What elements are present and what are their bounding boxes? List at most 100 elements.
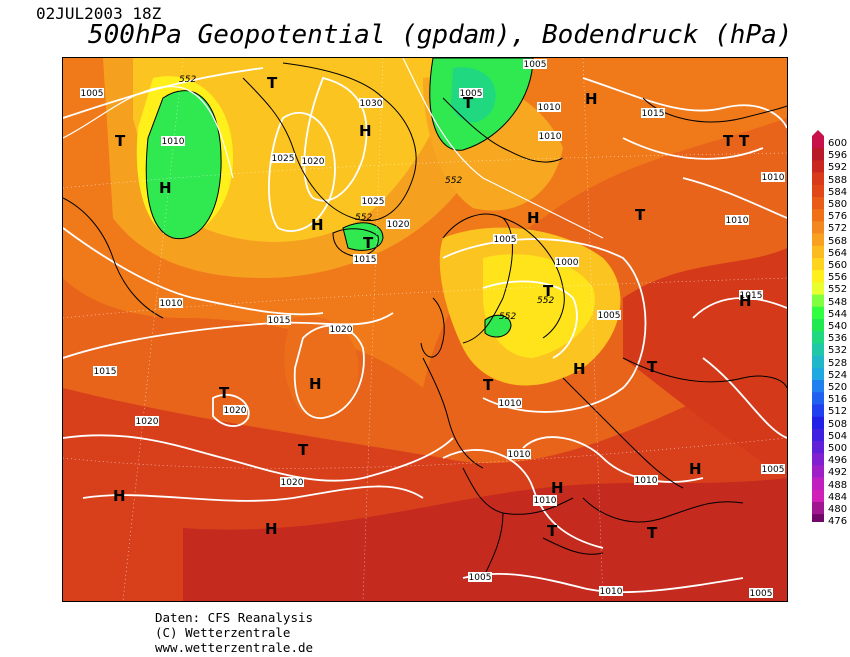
pressure-center: H — [527, 209, 540, 227]
pressure-label: 1020 — [223, 405, 247, 416]
pressure-center: T — [219, 384, 230, 402]
legend-arrow-top — [812, 130, 824, 136]
pressure-center: T — [298, 441, 309, 459]
svg-text:1010: 1010 — [538, 103, 561, 113]
svg-text:1005: 1005 — [81, 89, 104, 99]
legend-label: 500 — [828, 443, 848, 454]
svg-text:1010: 1010 — [508, 450, 531, 460]
svg-text:1025: 1025 — [272, 154, 295, 164]
pressure-center: T — [267, 74, 278, 92]
pressure-label: 1015 — [267, 315, 291, 326]
svg-text:1010: 1010 — [539, 132, 562, 142]
legend-swatch — [812, 514, 824, 522]
legend-swatch — [812, 404, 824, 417]
legend-label: 512 — [828, 406, 848, 418]
pressure-label: 1005 — [749, 588, 773, 599]
low-canada — [145, 90, 222, 240]
svg-text:1015: 1015 — [354, 255, 377, 265]
svg-text:1020: 1020 — [330, 325, 353, 335]
pressure-label: 1005 — [597, 310, 621, 321]
geopotential-label: 552 — [179, 75, 196, 85]
svg-text:1025: 1025 — [362, 197, 385, 207]
legend-label: 508 — [828, 418, 848, 430]
pressure-center: T — [739, 132, 750, 150]
legend-label: 476 — [828, 516, 848, 528]
footer-data-source: Daten: CFS Reanalysis — [155, 610, 314, 625]
pressure-label: 1005 — [468, 572, 492, 583]
legend-label: 560 — [828, 260, 848, 271]
svg-text:1010: 1010 — [499, 399, 522, 409]
legend-swatch — [812, 489, 824, 503]
legend-label: 544 — [828, 308, 848, 320]
pressure-center: H — [585, 90, 598, 108]
pressure-center: H — [265, 520, 278, 538]
legend-swatch — [812, 258, 824, 271]
pressure-label: 1010 — [533, 495, 557, 506]
pressure-center: T — [463, 94, 474, 112]
footer-copyright: (C) Wetterzentrale — [155, 625, 291, 640]
legend-label: 548 — [828, 296, 848, 308]
low-northsea — [484, 314, 512, 338]
legend-swatch — [812, 160, 824, 173]
legend-label: 528 — [828, 357, 848, 369]
legend-label: 480 — [828, 504, 848, 515]
legend-label: 536 — [828, 333, 848, 345]
legend-label: 492 — [828, 467, 848, 479]
pressure-label: 1005 — [523, 59, 547, 70]
color-legend — [812, 130, 824, 522]
pressure-center: T — [723, 132, 734, 150]
legend-label: 572 — [828, 223, 848, 235]
pressure-center: H — [113, 487, 126, 505]
legend-swatch — [812, 233, 824, 247]
pressure-label: 1010 — [159, 298, 183, 309]
geopotential-label: 552 — [499, 312, 516, 322]
shade-red-east — [623, 248, 787, 478]
legend-swatch — [812, 148, 824, 161]
shade-darkred-south — [183, 478, 787, 601]
svg-text:1010: 1010 — [726, 216, 749, 226]
pressure-label: 1005 — [459, 88, 483, 99]
legend-label: 524 — [828, 369, 848, 381]
legend-label: 568 — [828, 235, 848, 247]
legend-swatch — [812, 343, 824, 356]
legend-label: 520 — [828, 382, 848, 393]
weather-map: 1005 1010 1010 1030 1025 1020 1025 1020 … — [62, 57, 788, 602]
svg-text:1005: 1005 — [460, 89, 483, 99]
svg-text:1015: 1015 — [268, 316, 291, 326]
svg-text:1000: 1000 — [556, 258, 579, 268]
pressure-center: H — [551, 479, 564, 497]
legend-swatch — [812, 245, 824, 259]
footer: Daten: CFS Reanalysis (C) Wetterzentrale… — [155, 610, 313, 655]
legend-swatch — [812, 465, 824, 478]
svg-text:1020: 1020 — [281, 478, 304, 488]
pressure-label: 1015 — [353, 254, 377, 265]
legend-swatch — [812, 428, 824, 442]
svg-text:1005: 1005 — [469, 573, 492, 583]
legend-label: 532 — [828, 345, 848, 357]
svg-text:1005: 1005 — [598, 311, 621, 321]
svg-text:1015: 1015 — [740, 291, 763, 301]
legend-label: 588 — [828, 174, 848, 186]
legend-swatch — [812, 416, 824, 430]
pressure-label: 1015 — [93, 366, 117, 377]
legend-swatch — [812, 294, 824, 308]
geopotential-label: 552 — [355, 213, 372, 223]
pressure-label: 1000 — [555, 257, 579, 268]
map-title: 500hPa Geopotential (gpdam), Bodendruck … — [88, 20, 793, 50]
legend-swatch — [812, 282, 824, 295]
legend-swatch — [812, 392, 824, 405]
legend-swatch — [812, 441, 824, 454]
legend-swatch — [812, 331, 824, 344]
pressure-label: 1020 — [301, 156, 325, 167]
legend-label: 592 — [828, 162, 848, 174]
svg-text:1015: 1015 — [642, 109, 665, 119]
pressure-label: 1015 — [641, 108, 665, 119]
geopotential-label-group: 552 552 552 552 552 — [179, 75, 554, 322]
legend-label: 484 — [828, 491, 848, 503]
svg-text:1020: 1020 — [302, 157, 325, 167]
pressure-center: H — [573, 360, 586, 378]
svg-text:1010: 1010 — [162, 137, 185, 147]
legend-swatch — [812, 184, 824, 198]
pressure-center: T — [647, 358, 658, 376]
legend-label: 552 — [828, 284, 848, 296]
